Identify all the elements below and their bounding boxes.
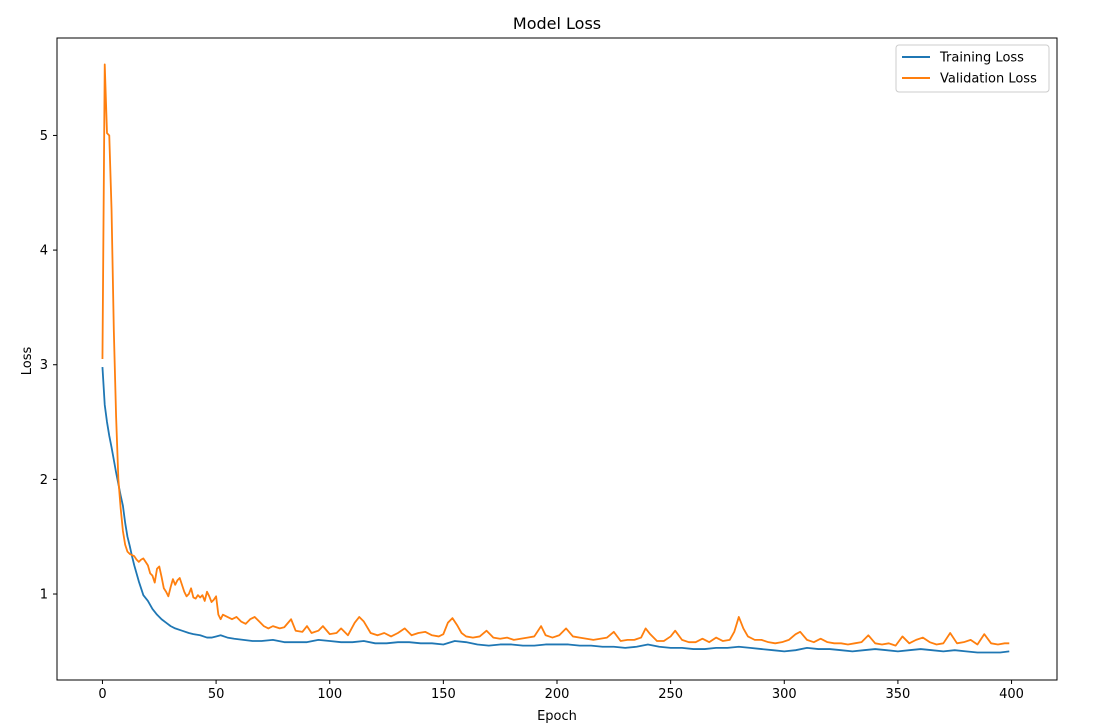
x-tick-label: 350 bbox=[885, 687, 910, 702]
y-tick-label: 2 bbox=[40, 473, 48, 488]
series-line-1 bbox=[101, 63, 1010, 647]
y-tick-label: 4 bbox=[40, 244, 48, 259]
y-tick-label: 3 bbox=[40, 358, 48, 373]
x-tick-label: 200 bbox=[545, 687, 570, 702]
chart-title: Model Loss bbox=[513, 14, 601, 33]
y-tick-label: 1 bbox=[40, 588, 48, 603]
x-tick-label: 400 bbox=[999, 687, 1024, 702]
legend-label-1: Validation Loss bbox=[940, 72, 1037, 87]
plot-frame bbox=[56, 37, 1058, 681]
axes: 0 50 100 150 200 250 300 350 400 1 2 3 4 5 bbox=[40, 37, 1058, 702]
x-axis-label: Epoch bbox=[537, 709, 577, 724]
legend-label-0: Training Loss bbox=[939, 51, 1024, 66]
y-axis-label: Loss bbox=[20, 347, 35, 376]
legend-box bbox=[895, 44, 1050, 93]
series-line-0 bbox=[101, 366, 1010, 654]
legend: Training Loss Validation Loss bbox=[895, 44, 1050, 93]
y-tick-label: 5 bbox=[40, 129, 48, 144]
x-tick-label: 300 bbox=[772, 687, 797, 702]
plot-area bbox=[101, 63, 1010, 654]
x-tick-label: 250 bbox=[658, 687, 683, 702]
x-tick-label: 100 bbox=[317, 687, 342, 702]
x-tick-label: 0 bbox=[98, 687, 106, 702]
x-tick-label: 50 bbox=[208, 687, 225, 702]
x-tick-label: 150 bbox=[431, 687, 456, 702]
